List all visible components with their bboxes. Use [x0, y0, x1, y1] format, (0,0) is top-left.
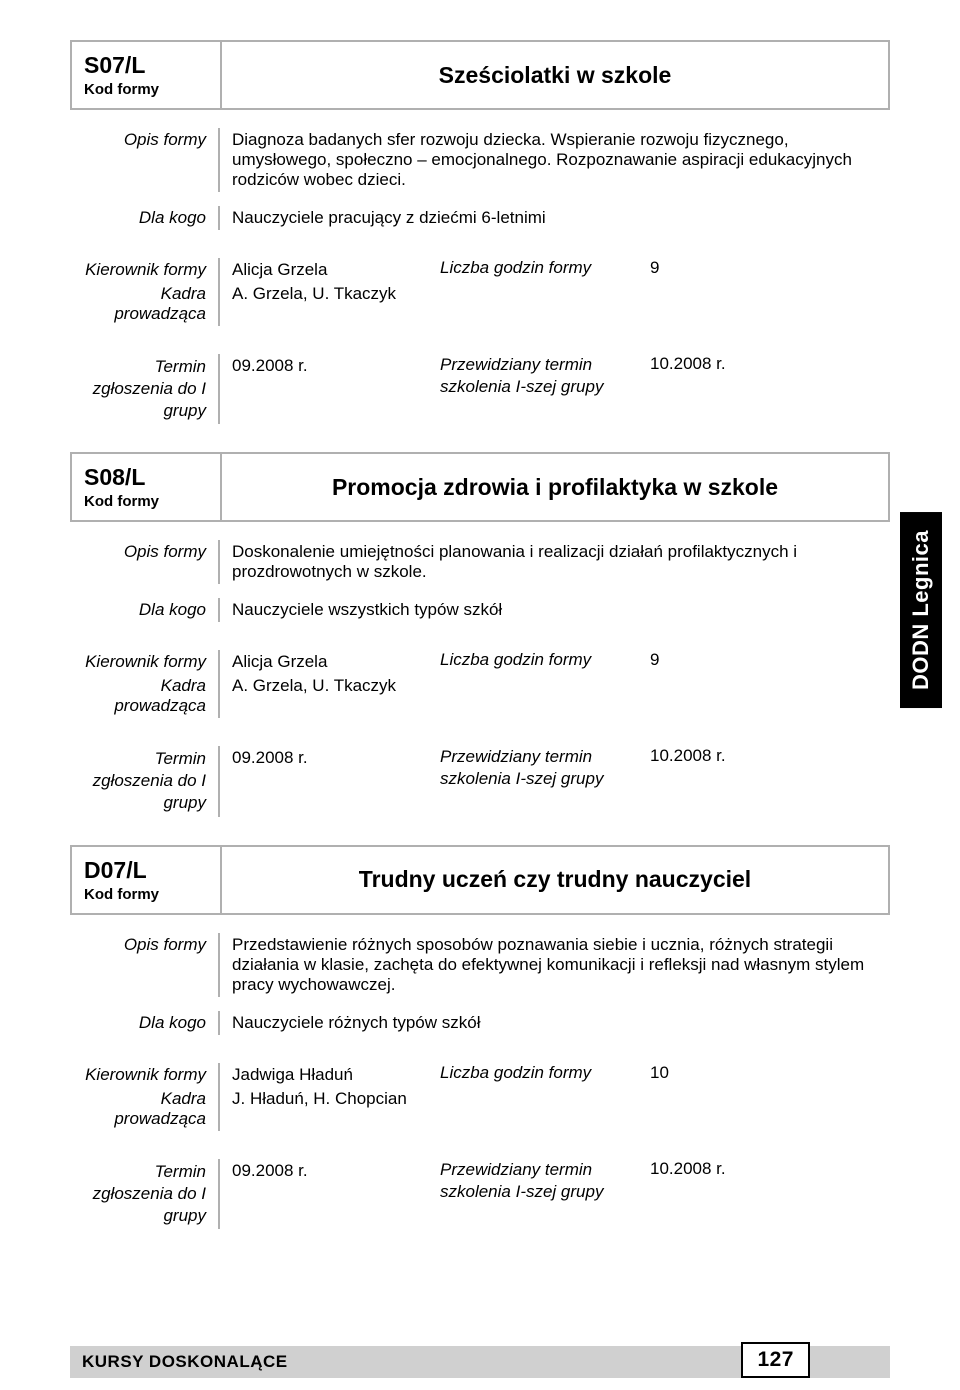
termin-szk-label: Przewidziany termin szkolenia I-szej gru… [420, 354, 630, 424]
termin-szk-label-text: Przewidziany termin szkolenia I-szej gru… [440, 747, 603, 788]
dla-kogo-label: Dla kogo [70, 206, 220, 230]
termin-zgl-label: Termin zgłoszenia do I grupy [70, 1159, 220, 1229]
title-cell: Sześciolatki w szkole [222, 42, 888, 108]
opis-formy-label: Opis formy [70, 540, 220, 584]
termin-zgl-label-text: Termin zgłoszenia do I grupy [93, 1162, 206, 1225]
kod-formy-label: Kod formy [84, 886, 208, 903]
kierownik-label: Kierownik formy [70, 650, 220, 674]
godziny-value: 9 [630, 258, 659, 282]
termin-szk-value: 10.2008 r. [630, 1159, 726, 1229]
code-cell: S08/L Kod formy [72, 454, 222, 520]
title-cell: Trudny uczeń czy trudny nauczyciel [222, 847, 888, 913]
termin-zgl-label: Termin zgłoszenia do I grupy [70, 354, 220, 424]
section-code: S08/L [84, 464, 208, 491]
kod-formy-label: Kod formy [84, 493, 208, 510]
dla-kogo-value: Nauczyciele pracujący z dziećmi 6-letnim… [220, 206, 890, 230]
kadra-label: Kadra prowadząca [70, 674, 220, 718]
termin-szk-label-text: Przewidziany termin szkolenia I-szej gru… [440, 355, 603, 396]
termin-zgl-value: 09.2008 r. [220, 354, 420, 424]
opis-formy-value: Diagnoza badanych sfer rozwoju dziecka. … [220, 128, 890, 192]
section-header: S07/L Kod formy Sześciolatki w szkole [70, 40, 890, 110]
section-header: S08/L Kod formy Promocja zdrowia i profi… [70, 452, 890, 522]
termin-zgl-label-text: Termin zgłoszenia do I grupy [93, 357, 206, 420]
godziny-label: Liczba godzin formy [420, 650, 630, 674]
section-title: Trudny uczeń czy trudny nauczyciel [359, 866, 751, 893]
termin-szk-label-text: Przewidziany termin szkolenia I-szej gru… [440, 1160, 603, 1201]
footer: KURSY DOSKONALĄCE 127 [70, 1346, 890, 1378]
opis-formy-value: Przedstawienie różnych sposobów poznawan… [220, 933, 890, 997]
kadra-label: Kadra prowadząca [70, 282, 220, 326]
section-code: D07/L [84, 857, 208, 884]
code-cell: S07/L Kod formy [72, 42, 222, 108]
dla-kogo-value: Nauczyciele wszystkich typów szkół [220, 598, 890, 622]
termin-zgl-label: Termin zgłoszenia do I grupy [70, 746, 220, 816]
kadra-value: A. Grzela, U. Tkaczyk [220, 282, 890, 326]
termin-szk-value: 10.2008 r. [630, 354, 726, 424]
kierownik-label: Kierownik formy [70, 1063, 220, 1087]
opis-formy-label: Opis formy [70, 128, 220, 192]
kierownik-value: Alicja Grzela [220, 258, 420, 282]
termin-zgl-value: 09.2008 r. [220, 746, 420, 816]
godziny-value: 10 [630, 1063, 669, 1087]
side-tab: DODN Legnica [900, 512, 942, 708]
dla-kogo-value: Nauczyciele różnych typów szkół [220, 1011, 890, 1035]
section-code: S07/L [84, 52, 208, 79]
termin-szk-label: Przewidziany termin szkolenia I-szej gru… [420, 746, 630, 816]
termin-zgl-label-text: Termin zgłoszenia do I grupy [93, 749, 206, 812]
termin-zgl-value: 09.2008 r. [220, 1159, 420, 1229]
section-title: Promocja zdrowia i profilaktyka w szkole [332, 474, 778, 501]
termin-szk-value: 10.2008 r. [630, 746, 726, 816]
opis-formy-label: Opis formy [70, 933, 220, 997]
kierownik-label: Kierownik formy [70, 258, 220, 282]
section-title: Sześciolatki w szkole [439, 62, 672, 89]
section-header: D07/L Kod formy Trudny uczeń czy trudny … [70, 845, 890, 915]
kierownik-value: Jadwiga Hładuń [220, 1063, 420, 1087]
code-cell: D07/L Kod formy [72, 847, 222, 913]
kadra-value: J. Hładuń, H. Chopcian [220, 1087, 890, 1131]
dla-kogo-label: Dla kogo [70, 1011, 220, 1035]
dla-kogo-label: Dla kogo [70, 598, 220, 622]
footer-text: KURSY DOSKONALĄCE [82, 1352, 288, 1371]
termin-szk-label: Przewidziany termin szkolenia I-szej gru… [420, 1159, 630, 1229]
godziny-label: Liczba godzin formy [420, 1063, 630, 1087]
kadra-value: A. Grzela, U. Tkaczyk [220, 674, 890, 718]
footer-bar: KURSY DOSKONALĄCE 127 [70, 1346, 890, 1378]
kierownik-value: Alicja Grzela [220, 650, 420, 674]
kod-formy-label: Kod formy [84, 81, 208, 98]
title-cell: Promocja zdrowia i profilaktyka w szkole [222, 454, 888, 520]
page-number: 127 [741, 1342, 810, 1378]
godziny-label: Liczba godzin formy [420, 258, 630, 282]
godziny-value: 9 [630, 650, 659, 674]
kadra-label: Kadra prowadząca [70, 1087, 220, 1131]
opis-formy-value: Doskonalenie umiejętności planowania i r… [220, 540, 890, 584]
